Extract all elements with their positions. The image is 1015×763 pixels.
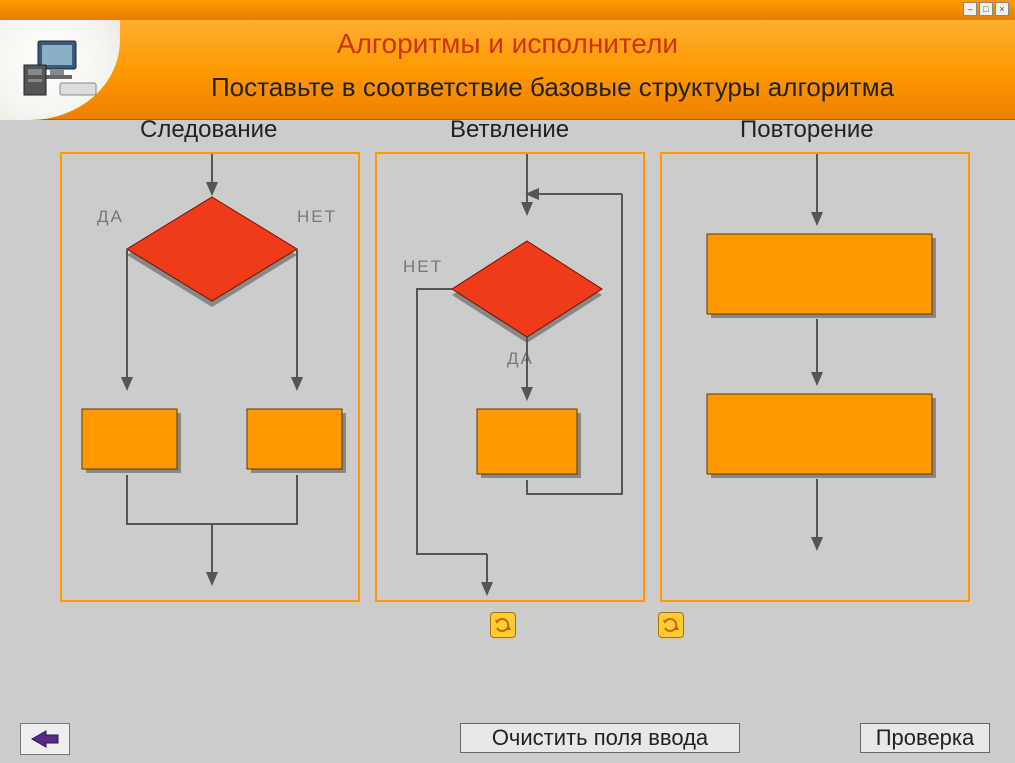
minimize-icon[interactable]: – [963, 2, 977, 16]
maximize-icon[interactable]: □ [979, 2, 993, 16]
flowchart-panel-1[interactable]: ДА НЕТ [60, 152, 360, 602]
swap-icon [494, 616, 512, 634]
flowchart-panel-2[interactable]: НЕТ ДА [375, 152, 645, 602]
swap-button-1[interactable] [490, 612, 516, 638]
content-area: Алгоритмы и исполнители Поставьте в соот… [0, 20, 1015, 763]
swap-icon [662, 616, 680, 634]
svg-text:НЕТ: НЕТ [403, 257, 443, 276]
svg-text:ДА: ДА [507, 349, 534, 368]
svg-text:НЕТ: НЕТ [297, 207, 337, 226]
back-button[interactable] [20, 723, 70, 755]
page-title: Алгоритмы и исполнители [0, 28, 1015, 60]
window-controls: – □ × [963, 2, 1009, 16]
column-label-1: Следование [140, 116, 277, 144]
swap-button-2[interactable] [658, 612, 684, 638]
flowchart-loop: НЕТ ДА [377, 154, 647, 604]
flowchart-panel-3[interactable] [660, 152, 970, 602]
flowchart-branch: ДА НЕТ [62, 154, 362, 604]
check-button[interactable]: Проверка [860, 723, 990, 753]
close-icon[interactable]: × [995, 2, 1009, 16]
flowchart-sequence [662, 154, 972, 604]
window-titlebar: – □ × [0, 0, 1015, 20]
column-label-3: Повторение [740, 116, 874, 144]
page-subtitle: Поставьте в соответствие базовые структу… [110, 72, 995, 103]
back-arrow-icon [30, 729, 60, 749]
svg-text:ДА: ДА [97, 207, 124, 226]
column-label-2: Ветвление [450, 116, 569, 144]
clear-button[interactable]: Очистить поля ввода [460, 723, 740, 753]
